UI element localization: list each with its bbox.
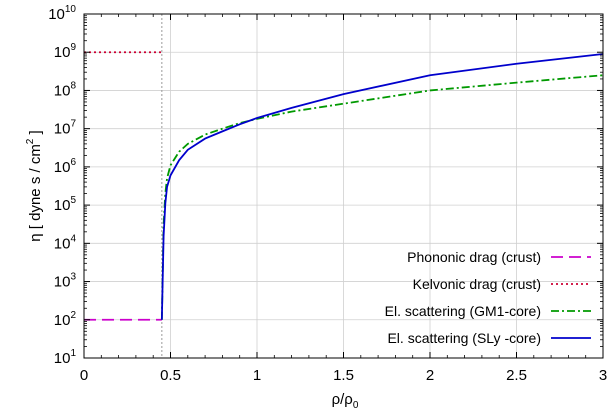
x-axis-label-base: ρ/ρ <box>332 391 353 408</box>
y-tick-label-exp: 6 <box>70 157 76 168</box>
x-tick-label: 3 <box>599 367 607 384</box>
x-tick-label: 1 <box>253 367 261 384</box>
x-tick-label: 2.5 <box>506 367 527 384</box>
curves <box>84 51 604 321</box>
y-tick-label-exp: 9 <box>70 42 76 53</box>
legend-label-2: Kelvonic drag (crust) <box>413 276 541 292</box>
y-axis-label-sup: 2 <box>25 138 36 144</box>
y-tick-label-base: 10 <box>54 197 71 214</box>
y-tick-label-exp: 2 <box>70 310 76 321</box>
y-tick-label: 109 <box>54 42 77 61</box>
y-tick-label-exp: 4 <box>70 233 76 244</box>
y-tick-label-exp: 8 <box>70 80 76 91</box>
y-tick-label-exp: 7 <box>70 119 76 130</box>
y-tick-label-base: 10 <box>54 82 71 99</box>
legend-label-4: El. scattering (SLy -core) <box>387 330 541 346</box>
y-tick-label-exp: 10 <box>65 4 77 15</box>
ticks: 0 0.5 1 1.5 2 2.5 3101102103104105106107108109… <box>48 4 607 384</box>
x-tick-label: 1.5 <box>333 367 354 384</box>
legend-label-1: Phononic drag (crust) <box>407 249 541 265</box>
x-tick-label: 2 <box>426 367 434 384</box>
y-tick-label: 108 <box>54 80 77 99</box>
y-tick-label: 106 <box>54 157 77 176</box>
y-tick-label-base: 10 <box>54 235 71 252</box>
series-line-3 <box>160 74 604 320</box>
legend-label-3: El. scattering (GM1-core) <box>385 303 541 319</box>
legend: Phononic drag (crust) Kelvonic drag (crus… <box>385 249 591 346</box>
y-tick-label: 104 <box>54 233 77 252</box>
y-tick-label-base: 10 <box>48 6 65 23</box>
y-tick-label: 101 <box>54 348 77 367</box>
y-tick-label-exp: 5 <box>70 195 76 206</box>
y-tick-label-base: 10 <box>54 121 71 138</box>
grid <box>84 14 603 358</box>
y-axis-label-prefix: η [ dyne s / cm <box>27 144 44 242</box>
x-axis-label-sub: 0 <box>353 400 359 411</box>
y-tick-label: 107 <box>54 119 77 138</box>
x-tick-label: 0 <box>80 367 88 384</box>
y-tick-label-exp: 1 <box>70 348 76 359</box>
y-tick-label: 1010 <box>48 4 76 23</box>
y-axis-label: η [ dyne s / cm2 ] <box>25 130 44 241</box>
y-tick-label: 103 <box>54 272 77 291</box>
x-tick-label: 0.5 <box>160 367 181 384</box>
y-axis-label-suffix: ] <box>27 130 44 138</box>
x-axis-label: ρ/ρ0 <box>332 391 359 411</box>
y-tick-label-base: 10 <box>54 44 71 61</box>
y-tick-label-exp: 3 <box>70 272 76 283</box>
y-tick-label: 105 <box>54 195 77 214</box>
y-tick-label-base: 10 <box>54 274 71 291</box>
y-tick-label-base: 10 <box>54 350 71 367</box>
series-line-4 <box>160 53 604 320</box>
y-tick-label-base: 10 <box>54 312 71 329</box>
y-tick-label: 102 <box>54 310 77 329</box>
y-tick-label-base: 10 <box>54 159 71 176</box>
